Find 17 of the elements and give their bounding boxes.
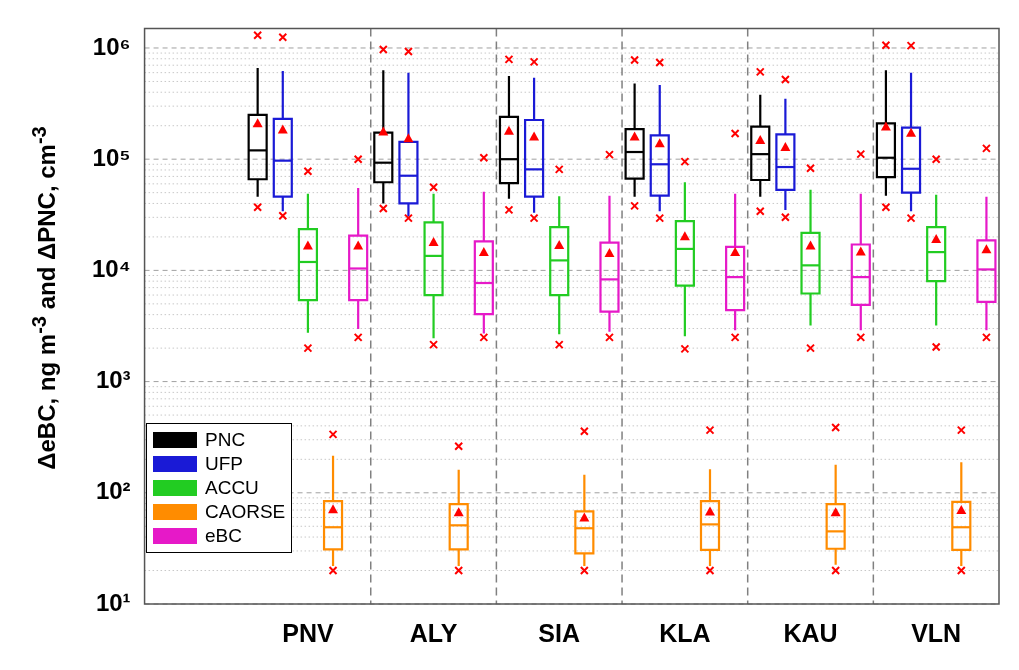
y-tick-label: 10⁵ — [92, 143, 131, 171]
y-tick-label: 10⁴ — [91, 255, 131, 283]
x-tick-label: SIA — [538, 618, 581, 647]
legend-label: PNC — [205, 429, 246, 451]
x-tick-label: VLN — [911, 618, 962, 647]
x-tick-label: PNV — [282, 618, 334, 647]
y-tick-label: 10¹ — [95, 588, 131, 616]
y-tick-label: 10² — [95, 477, 131, 505]
legend-label: CAORSE — [205, 501, 286, 523]
x-tick-label: KLA — [659, 618, 711, 647]
y-tick-label: 10⁶ — [92, 32, 131, 60]
x-tick-label: ALY — [409, 618, 458, 647]
x-tick-label: KAU — [783, 618, 838, 647]
legend-label: UFP — [205, 453, 243, 475]
legend-label: ACCU — [205, 477, 259, 499]
y-tick-label: 10³ — [95, 366, 131, 394]
legend-label: eBC — [205, 525, 242, 547]
